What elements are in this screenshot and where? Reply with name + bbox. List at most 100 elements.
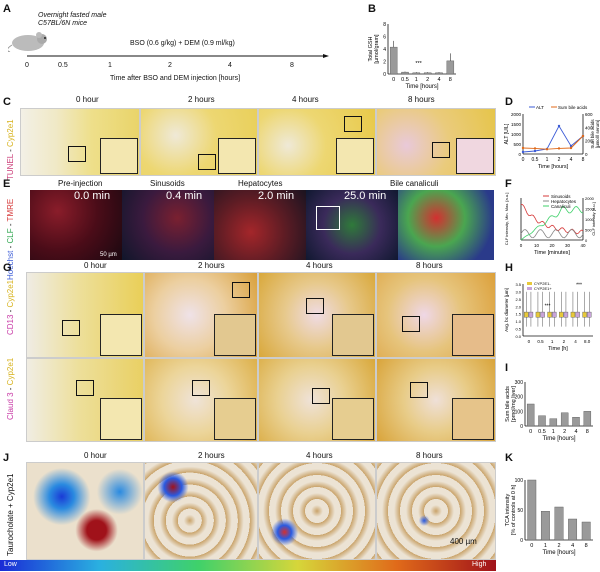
j-image-0h <box>26 462 144 560</box>
svgF-ytick-1: 500 <box>585 228 592 233</box>
e-scale-bar: 50 µm <box>100 252 117 258</box>
svgH-ytick-3: 1.5 <box>515 312 521 317</box>
svgD-ytick-2: 1000 <box>511 132 522 137</box>
chart-b-svg: 0 0.5 1 2 4 8 0 2 4 6 8 Time [hours] Total GSH [µmol/… <box>368 22 456 90</box>
tick-8: 8 <box>290 62 294 69</box>
svgH-box-0-0 <box>524 311 529 318</box>
svgH-box-5-0 <box>582 311 587 318</box>
c-time-3: 8 hours <box>408 95 435 104</box>
c-roi-0h <box>68 146 86 162</box>
e-title-3: Bile canaliculi <box>390 179 439 188</box>
g-top-inset-8h <box>452 314 494 356</box>
svgD-y2tick-0: 0 <box>585 152 588 157</box>
e-min-3: 25.0 min <box>344 190 387 202</box>
chart-k: 0 1 2 4 8 0 50 100 Time [hours] TCA intensity [% o… <box>505 462 597 558</box>
e-title-0: Pre-injection <box>58 179 103 188</box>
svgD-xtick-4: 4 <box>570 157 573 163</box>
svgD-y2tick-3: 600 <box>585 112 593 117</box>
cd13-label: CD13 <box>6 314 15 335</box>
cyp2e1-label-g1: Cyp2e1 <box>6 279 15 308</box>
tick-0-5: 0.5 <box>58 62 68 69</box>
j-time-1: 2 hours <box>198 451 225 460</box>
svgB-ylabel-0: Total GSH <box>368 36 374 61</box>
svgH-ylabel: Avg. bc diameter [µm] <box>504 288 509 332</box>
panel-letter-d: D <box>505 96 513 108</box>
panel-letter-e: E <box>3 178 11 190</box>
svgH-xtick-3: 2 <box>563 339 566 344</box>
svgH-xtick-2: 1 <box>551 339 554 344</box>
svgD-ytick-4: 2000 <box>511 112 522 117</box>
panel-letter-j: J <box>3 452 10 464</box>
chart-f: Sinusoids Hepatocytes Canaliculi 0 10 20 30 40 0… <box>504 188 597 258</box>
cyp2e1-label-g2: Cyp2e1 <box>6 357 15 386</box>
chart-h: 0 0.5 1 2 4 8.0 0.0 0.5 1.0 1.5 2.0 2.5 3.0 3.5 CYP2E1… <box>504 272 597 356</box>
svgI-ylabel-1: [pmol/mg liver] <box>511 386 517 422</box>
e-min-0: 0.0 min <box>74 190 111 202</box>
mouse-text-1: Overnight fasted male <box>38 12 107 19</box>
svgK-ytick-1: 50 <box>517 508 523 514</box>
svgB-bar-2 <box>412 72 421 75</box>
svgH-ytick-0: 0.0 <box>515 334 521 339</box>
g-time-0: 0 hour <box>84 261 107 270</box>
g-top-roi-0h <box>62 320 80 336</box>
svgH-ytick-7: 3.5 <box>515 282 521 287</box>
svgI-bar-4 <box>572 417 580 427</box>
svgK-ylabel-1: [% of controls at 0 h] <box>511 484 517 535</box>
e-image-hepatocytes <box>214 190 306 260</box>
e-image-zoom <box>398 190 494 260</box>
panel-letter-f: F <box>505 178 512 190</box>
svgI-ytick-0: 0 <box>520 424 523 430</box>
svgH-box-1-1 <box>540 311 545 318</box>
g-top-roi-8h <box>402 316 420 332</box>
svgK-xtick-4: 8 <box>585 543 588 549</box>
svgD-point-1-3 <box>557 147 561 150</box>
g-bottom-inset-2h <box>214 398 256 440</box>
j-colorbar <box>0 560 496 571</box>
svgF-ytick-0: 0 <box>585 238 588 243</box>
svgI-xtick-0: 0 <box>529 429 532 435</box>
svgI-xlabel: Time [hours] <box>542 436 575 442</box>
tmre-label: TMRE <box>6 198 15 222</box>
svgK-ytick-2: 100 <box>515 478 524 484</box>
c-roi-2h <box>198 154 216 170</box>
g-top-inset-4h <box>332 314 374 356</box>
svgF-xtick-0: 0 <box>520 243 523 248</box>
svgH-box-2-0 <box>547 311 552 318</box>
svgH-box-4-0 <box>570 311 576 318</box>
svgK-xtick-2: 2 <box>557 543 560 549</box>
g-top-inset-2h <box>214 314 256 356</box>
g-top-inset-0h <box>100 314 142 356</box>
chart-k-svg: 0 1 2 4 8 0 50 100 Time [hours] TCA intensity [% o… <box>505 478 593 556</box>
svgF-series-1 <box>520 229 584 239</box>
c-time-0: 0 hour <box>76 95 99 104</box>
svgF-xtick-2: 20 <box>549 243 555 248</box>
svgD-ylabel: ALT [U/L] <box>504 123 510 144</box>
svgB-xlabel: Time [hours] <box>405 84 438 90</box>
svgH-xlabel: Time [h] <box>548 346 568 352</box>
clf-label: CLF <box>6 228 15 244</box>
chart-d: ALT Sum bile acids 0 0.5 1 2 4 8 0 500 1000 1500 200… <box>504 102 600 174</box>
svgD-point-0-3 <box>557 124 561 128</box>
svgF-xtick-4: 40 <box>580 243 586 248</box>
c-inset-4h <box>336 138 374 174</box>
svgH-xtick-1: 0.5 <box>537 339 544 344</box>
g-bottom-inset-8h <box>452 398 494 440</box>
svgI-bar-3 <box>560 412 569 427</box>
svgH-xtick-0: 0 <box>528 339 531 344</box>
sep-g2: - <box>6 385 15 393</box>
panel-j-side-label: Taurocholate + Cyp2e1 <box>6 473 15 557</box>
svgD-point-0-0 <box>521 150 525 154</box>
svgD-xtick-3: 2 <box>558 157 561 163</box>
g-time-3: 8 hours <box>416 261 443 270</box>
chart-h-svg: 0 0.5 1 2 4 8.0 0.0 0.5 1.0 1.5 2.0 2.5 3.0 3.5 CYP2E1… <box>504 281 593 352</box>
svgB-bar-4 <box>435 72 443 75</box>
j-scale-bar: 400 µm <box>450 537 477 546</box>
svgB-xtick-3: 2 <box>426 77 429 83</box>
mouse-text-2: C57BL/6N mice <box>38 19 88 27</box>
e-roi <box>316 206 340 230</box>
e-image-canaliculi <box>306 190 398 260</box>
svgF-xtick-3: 30 <box>565 243 571 248</box>
svgB-ylabel-1: [µmol/gram] <box>374 34 380 64</box>
j-time-0: 0 hour <box>84 451 107 460</box>
svgF-series-2 <box>520 205 584 241</box>
